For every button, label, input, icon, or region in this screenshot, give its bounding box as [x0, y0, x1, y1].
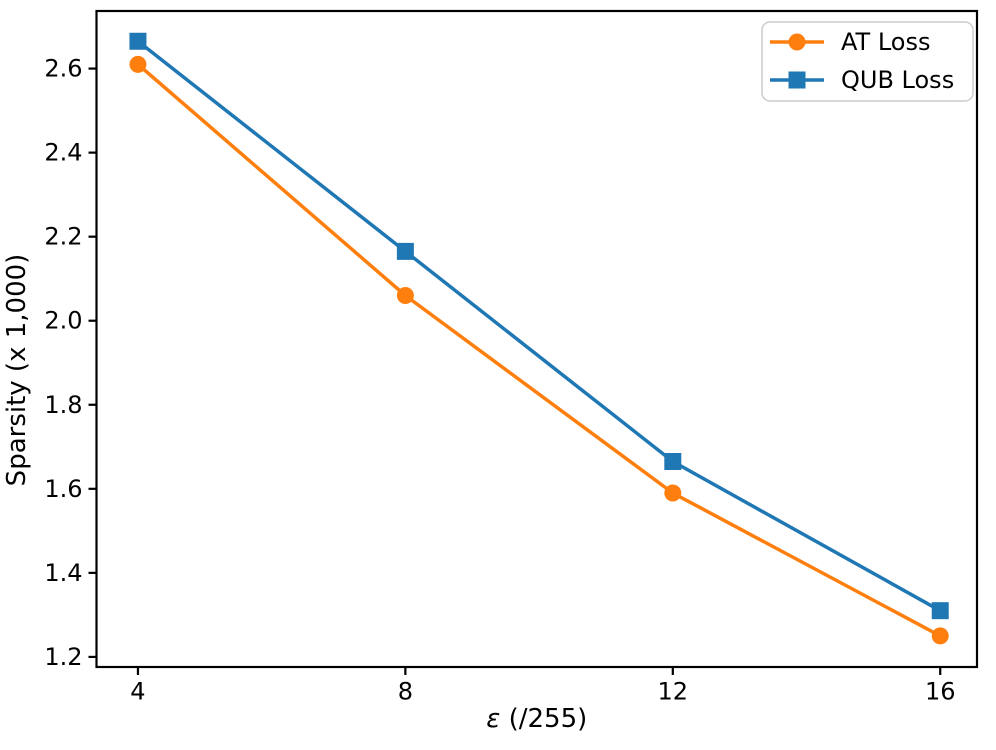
legend-marker — [788, 71, 806, 89]
y-tick-label: 2.0 — [44, 307, 82, 335]
y-tick-label: 1.4 — [44, 559, 82, 587]
data-point-at-loss — [664, 484, 682, 502]
y-tick-label: 2.6 — [44, 55, 82, 83]
x-tick-label: 12 — [658, 678, 689, 706]
y-axis: 1.2 1.4 1.6 1.8 2.0 2.2 2.4 2.6 Sparsity (x 1,00… — [2, 55, 97, 671]
data-point-at-loss — [129, 55, 147, 73]
legend-entry-at-loss: AT Loss — [770, 28, 930, 56]
legend: AT Loss QUB Loss — [761, 21, 974, 102]
y-tick-label: 2.4 — [44, 139, 82, 167]
plot-border — [95, 9, 979, 669]
series-at-loss — [129, 55, 949, 645]
legend-marker — [788, 33, 806, 51]
y-tick-label: 2.2 — [44, 223, 82, 251]
x-axis: 4 8 12 16 ε (/255) — [130, 667, 956, 734]
y-tick-label: 1.2 — [44, 643, 82, 671]
data-point-qub-loss — [396, 242, 414, 260]
data-point-at-loss — [396, 287, 414, 305]
y-axis-label: Sparsity (x 1,000) — [2, 254, 32, 487]
data-point-qub-loss — [931, 602, 949, 620]
series-line-at-loss — [136, 63, 942, 638]
y-tick-label: 1.6 — [44, 475, 82, 503]
x-tick-label: 4 — [130, 678, 145, 706]
series-line-qub-loss — [136, 39, 942, 613]
x-axis-label-suffix: (/255) — [500, 704, 587, 734]
data-point-at-loss — [931, 627, 949, 645]
data-point-qub-loss — [129, 32, 147, 50]
x-axis-label: ε (/255) — [486, 704, 587, 734]
x-axis-label-symbol: ε — [486, 704, 500, 734]
data-point-qub-loss — [664, 453, 682, 471]
x-tick-label: 8 — [398, 678, 413, 706]
legend-entry-qub-loss: QUB Loss — [770, 66, 954, 94]
series-qub-loss — [129, 32, 949, 620]
series-group — [129, 32, 949, 645]
y-tick-label: 1.8 — [44, 391, 82, 419]
x-tick-label: 16 — [925, 678, 956, 706]
legend-label: QUB Loss — [841, 66, 954, 94]
plot-area — [95, 9, 979, 669]
legend-label: AT Loss — [841, 28, 930, 56]
